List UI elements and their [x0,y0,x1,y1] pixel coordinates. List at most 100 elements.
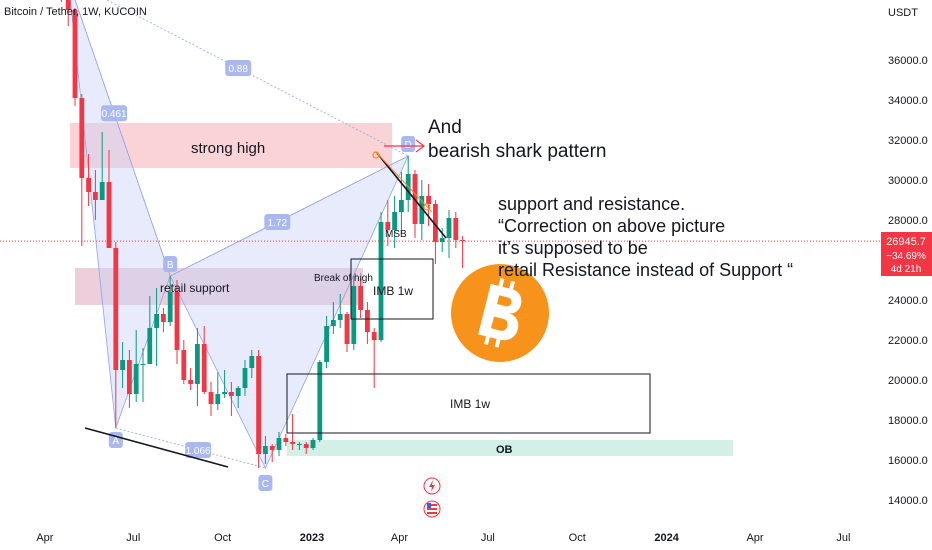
candle[interactable] [378,212,384,342]
imb-box-bottom[interactable] [286,373,651,434]
candle[interactable] [133,330,139,402]
support-trendline[interactable] [84,427,229,468]
candle[interactable] [79,94,85,246]
candle[interactable] [446,210,452,258]
candle[interactable] [269,444,275,462]
candle[interactable] [351,276,357,350]
price-tick: 20000.0 [888,375,928,387]
candle[interactable] [303,442,309,454]
point-label-box [258,475,273,491]
candle[interactable] [310,438,316,450]
candle[interactable] [201,326,207,394]
candle[interactable] [86,154,91,206]
candle[interactable] [106,150,112,248]
candle-body [385,222,391,230]
candles-layer [60,0,465,468]
candle[interactable] [99,132,105,200]
note-line-3: it’s supposed to be [498,238,648,258]
arrow-head-icon [415,139,425,153]
candle[interactable] [174,280,180,364]
candle[interactable] [317,360,323,442]
candle[interactable] [358,278,363,318]
candle[interactable] [276,432,282,456]
candle[interactable] [140,348,146,402]
retail-support-label: retail support [160,281,230,295]
candle[interactable] [161,308,166,332]
candle[interactable] [147,296,153,364]
candle-body [181,350,187,380]
candle[interactable] [263,436,268,464]
point-label-box [163,256,178,272]
candle[interactable] [419,180,425,240]
candle-body [439,238,445,242]
resistance-trendline[interactable] [376,152,447,239]
candle-body [127,360,132,394]
candle[interactable] [344,312,350,352]
time-axis[interactable]: Apr Jul Oct 2023 Apr Jul Oct 2024 Apr Jul [36,532,850,544]
retail-support-zone[interactable] [75,268,363,305]
candle[interactable] [337,294,343,328]
candle[interactable] [215,372,221,410]
candle[interactable] [195,328,200,406]
candle[interactable] [222,370,227,398]
candle[interactable] [331,302,336,334]
pattern-point-b[interactable]: B [163,256,178,272]
imb-bottom-label: IMB 1w [450,397,490,411]
candle[interactable] [93,170,98,220]
candle[interactable] [283,434,289,446]
candle[interactable] [167,276,173,326]
candle[interactable] [297,442,302,450]
ob-zone[interactable] [287,440,733,456]
time-tick: Jul [481,532,495,544]
point-marker-orange [372,151,380,159]
event-icons [423,477,441,518]
candle[interactable] [453,212,459,248]
candle-body [215,394,221,404]
candle[interactable] [208,382,214,416]
candle[interactable] [324,316,329,368]
candle-body [140,364,146,365]
zones-layer [70,123,733,456]
candle[interactable] [113,242,119,428]
note-line-1: support and resistance. [498,194,685,214]
candle[interactable] [371,328,377,388]
candle-body [365,310,370,332]
price-tick: 28000.0 [888,215,928,227]
candle[interactable] [433,200,438,264]
candle[interactable] [235,386,241,408]
candle-body [86,178,91,192]
candle[interactable] [242,360,248,396]
candle[interactable] [229,382,234,416]
candle[interactable] [365,302,370,344]
candle[interactable] [290,414,295,450]
time-tick: 2023 [300,532,324,544]
ratio-label: 0.461 [101,105,128,122]
candle[interactable] [120,342,125,388]
candle-body [133,364,139,394]
candle[interactable] [439,228,445,252]
annotation-texts: strong high retail support Break of high… [160,140,513,456]
msb-label: MSB [385,229,407,240]
candle[interactable] [249,350,255,378]
time-tick: Apr [746,532,763,544]
candle[interactable] [181,340,187,384]
note-line-2: “Correction on above picture [498,216,725,236]
candle-body [154,314,159,328]
candle[interactable] [385,200,391,246]
candle-body [317,362,323,440]
candle[interactable] [188,368,193,390]
candle[interactable] [154,288,159,366]
strong-high-zone[interactable] [70,123,392,168]
candle[interactable] [392,196,397,248]
candle-body [174,292,180,350]
pattern-point-d[interactable]: D [401,136,416,152]
candle-body [460,240,465,242]
candle[interactable] [65,0,71,26]
candle-body [249,356,255,368]
candle[interactable] [256,350,261,468]
pattern-point-c[interactable]: C [258,475,273,491]
candle[interactable] [127,350,132,408]
candle[interactable] [72,8,78,106]
flag-canton [427,503,431,508]
